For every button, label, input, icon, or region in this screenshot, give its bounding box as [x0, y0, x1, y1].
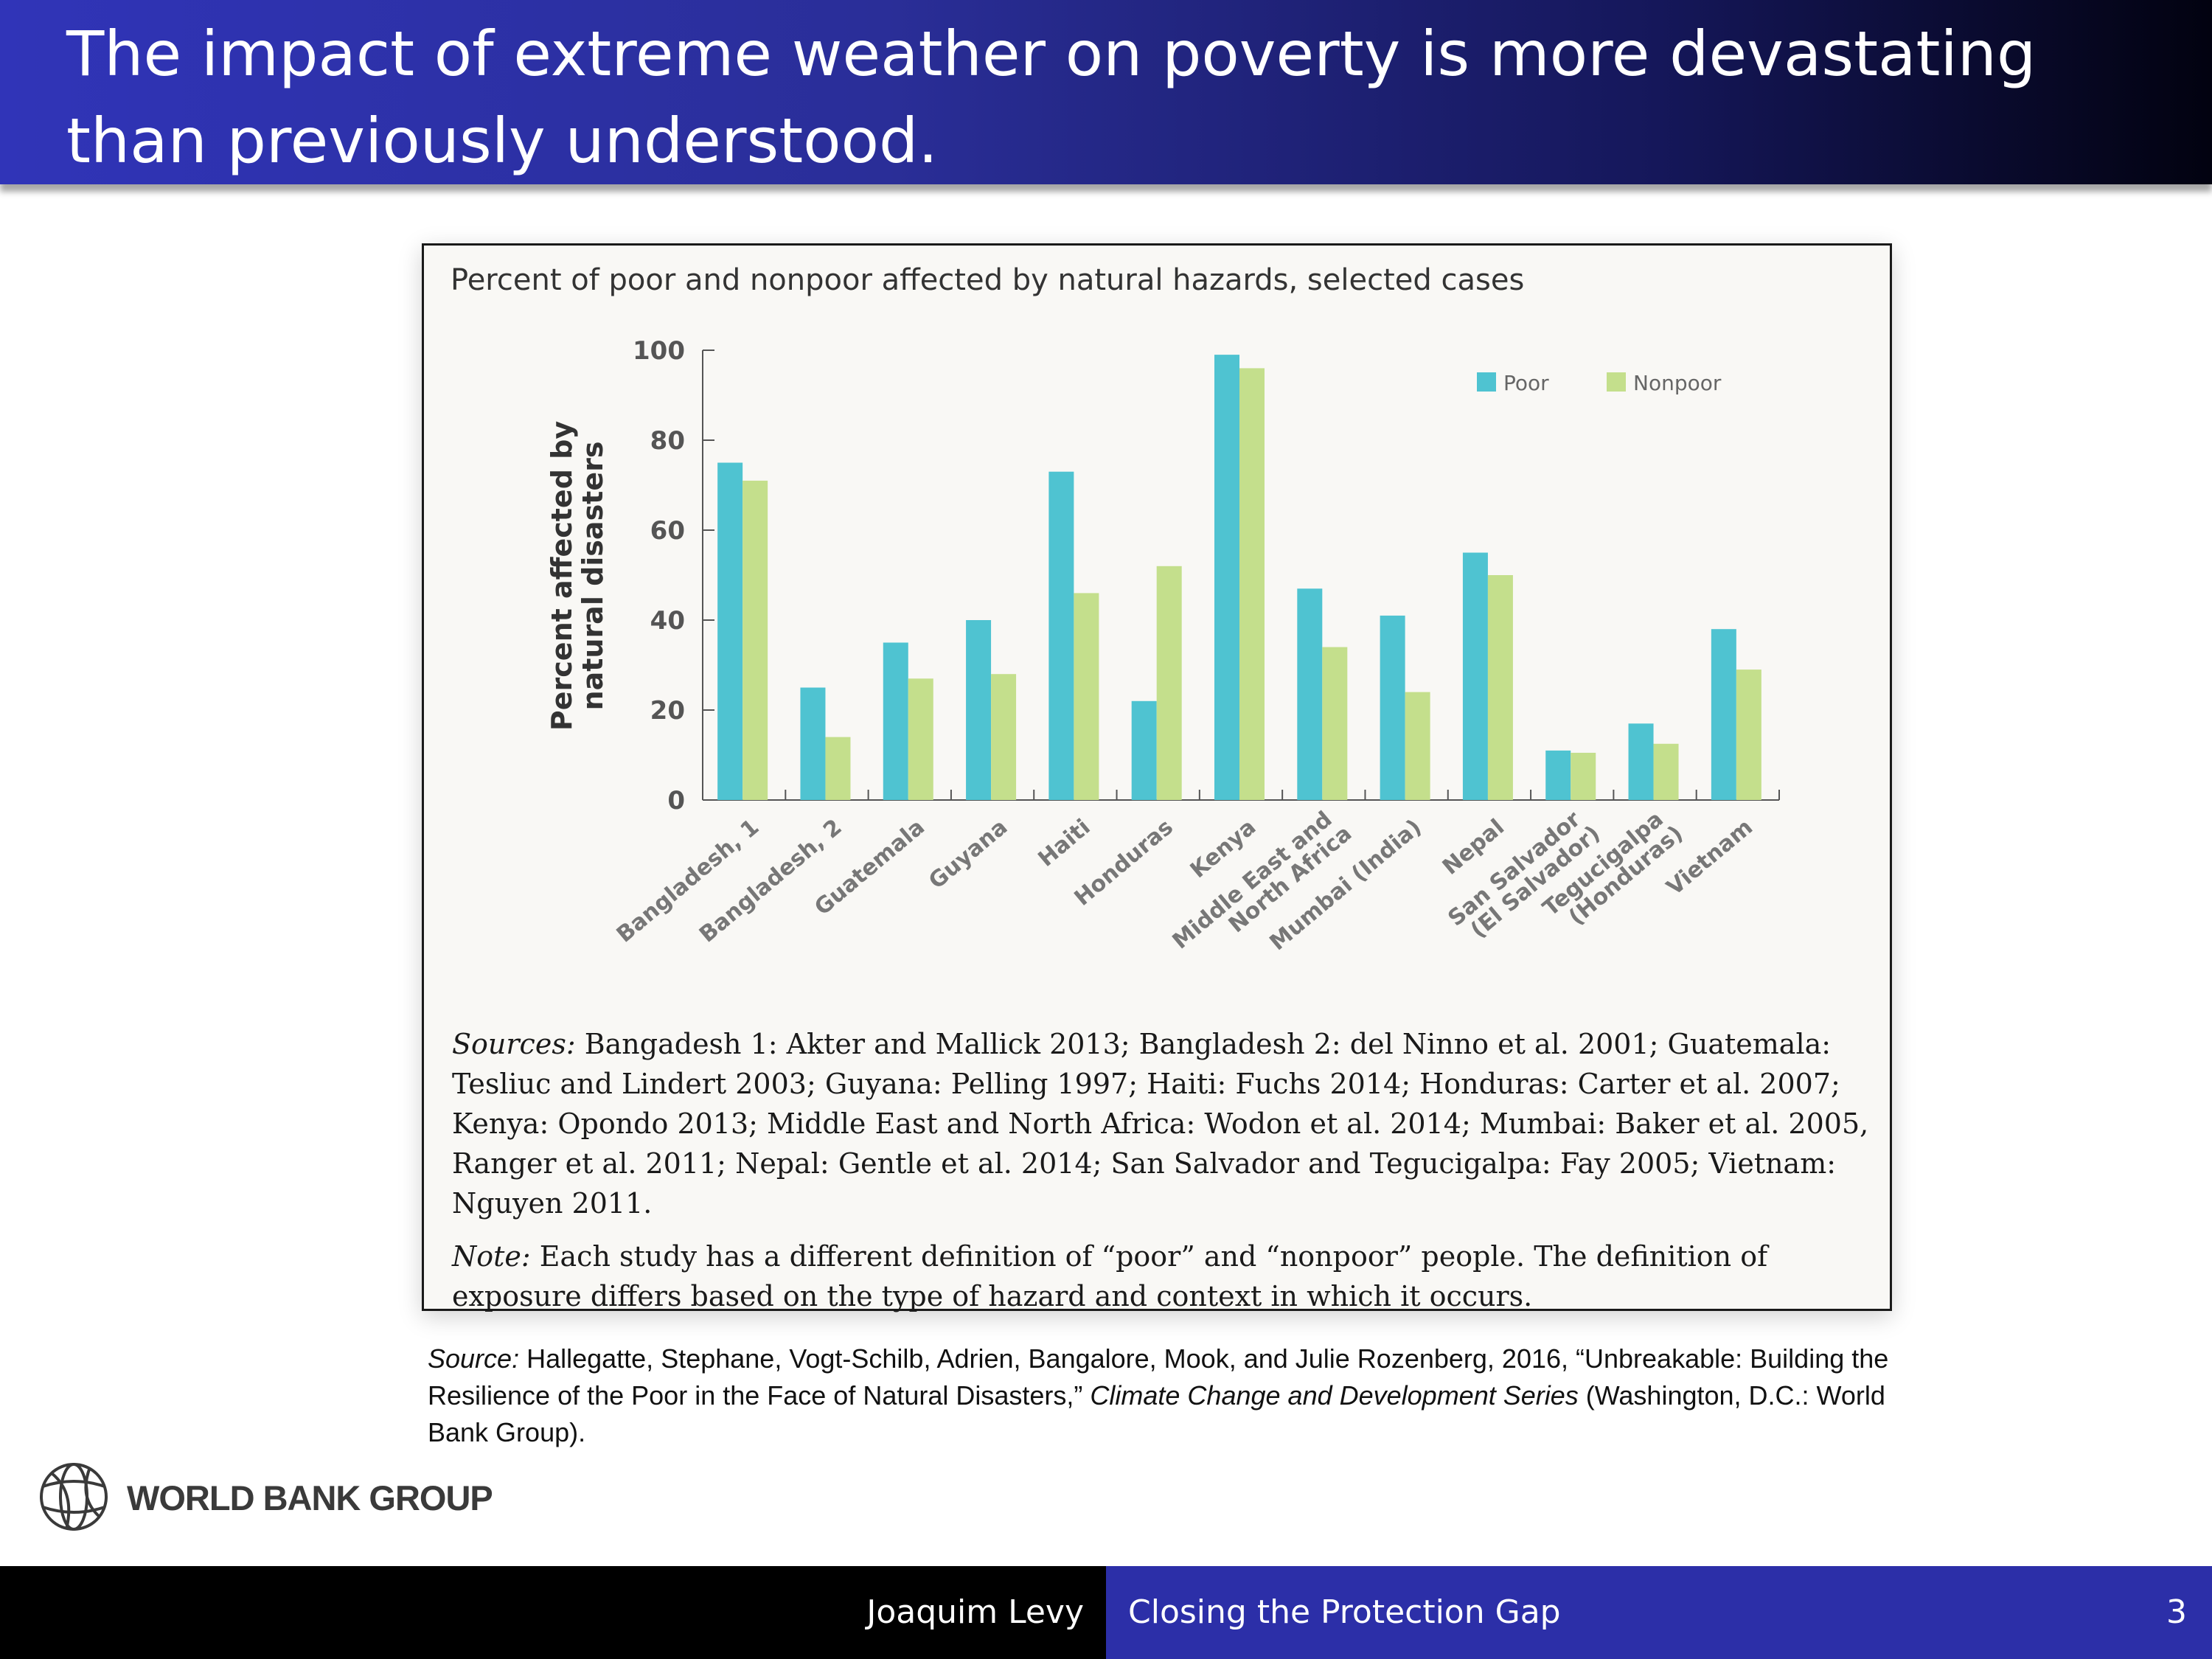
bar-poor-8: [1380, 615, 1405, 800]
bar-poor-3: [966, 620, 992, 800]
y-tick-label: 0: [667, 786, 685, 815]
y-axis-label-line-2: natural disasters: [577, 442, 609, 711]
logo-text: WORLD BANK GROUP: [127, 1478, 493, 1517]
y-tick-label: 80: [650, 426, 685, 456]
legend-swatch-nonpoor: [1607, 372, 1626, 392]
citation-text-1: Hallegatte, Stephane, Vogt-Schilb, Adrie…: [428, 1343, 1889, 1411]
x-tick-label-line: Guyana: [924, 814, 1012, 894]
bar-poor-1: [800, 687, 826, 800]
citation-text-2: (Washington, D.C.: World Bank Group).: [428, 1380, 1885, 1447]
page-number: 3: [2166, 1593, 2187, 1631]
x-tick-label-line: Bangladesh, 2: [695, 814, 847, 947]
footer-title-block: Closing the Protection Gap 3: [1106, 1566, 2212, 1659]
y-tick-label: 100: [633, 336, 685, 366]
bar-nonpoor-0: [742, 480, 768, 800]
bar-poor-6: [1214, 355, 1239, 801]
y-tick-label: 60: [650, 516, 685, 546]
y-tick-label: 40: [650, 606, 685, 636]
globe-icon: [40, 1463, 108, 1531]
bar-nonpoor-4: [1074, 593, 1099, 800]
legend-swatch-poor: [1477, 372, 1496, 392]
x-tick-label: Bangladesh, 1: [612, 814, 765, 947]
figure-notes: Sources: Bangadesh 1: Akter and Mallick …: [452, 1024, 1875, 1329]
citation-label: Source:: [428, 1343, 520, 1374]
chart-figure: Percent of poor and nonpoor affected by …: [422, 243, 1892, 1312]
bar-poor-4: [1048, 471, 1074, 800]
bar-nonpoor-6: [1239, 368, 1265, 800]
sources-paragraph: Sources: Bangadesh 1: Akter and Mallick …: [452, 1024, 1875, 1223]
x-tick-label-line: Haiti: [1034, 814, 1096, 872]
y-tick-label: 20: [650, 696, 685, 726]
footer: Joaquim Levy Closing the Protection Gap …: [0, 1566, 2212, 1659]
bar-nonpoor-7: [1322, 647, 1348, 800]
bar-nonpoor-3: [991, 674, 1017, 800]
x-tick-label: Haiti: [1034, 814, 1096, 872]
citation-series: Climate Change and Development Series: [1090, 1380, 1579, 1411]
world-bank-logo: WORLD BANK GROUP: [37, 1460, 553, 1534]
bar-nonpoor-5: [1156, 566, 1182, 800]
presenter-name: Joaquim Levy: [866, 1593, 1084, 1631]
bar-nonpoor-12: [1736, 669, 1761, 800]
note-label: Note:: [452, 1240, 531, 1273]
bar-poor-0: [717, 462, 743, 800]
bar-nonpoor-11: [1653, 743, 1679, 800]
bar-nonpoor-2: [908, 678, 933, 800]
note-text: Each study has a different definition of…: [452, 1240, 1768, 1312]
bar-nonpoor-9: [1487, 575, 1513, 800]
x-tick-label: Bangladesh, 2: [695, 814, 847, 947]
source-citation: Source: Hallegatte, Stephane, Vogt-Schil…: [428, 1340, 1902, 1451]
bar-poor-9: [1462, 552, 1488, 800]
chart-title: Percent of poor and nonpoor affected by …: [451, 263, 1524, 297]
legend-label-nonpoor: Nonpoor: [1633, 371, 1722, 395]
y-axis-label-line-1: Percent affected by: [546, 421, 578, 731]
sources-text: Bangadesh 1: Akter and Mallick 2013; Ban…: [452, 1028, 1869, 1220]
legend-label-poor: Poor: [1503, 371, 1549, 395]
bar-poor-10: [1545, 750, 1571, 800]
slide-title: The impact of extreme weather on poverty…: [66, 18, 2037, 177]
x-tick-label: Guyana: [924, 814, 1012, 894]
title-bar: The impact of extreme weather on poverty…: [0, 0, 2212, 184]
bar-poor-7: [1297, 588, 1323, 800]
bar-chart: Percent of poor and nonpoor affected by …: [451, 263, 1780, 956]
bar-poor-5: [1131, 700, 1157, 800]
sources-label: Sources:: [452, 1028, 576, 1060]
x-tick-label-line: Bangladesh, 1: [612, 814, 765, 947]
bar-poor-12: [1711, 629, 1736, 800]
bar-poor-11: [1628, 723, 1654, 800]
note-paragraph: Note: Each study has a different definit…: [452, 1237, 1875, 1316]
bar-nonpoor-8: [1405, 692, 1430, 800]
bar-poor-2: [883, 642, 908, 800]
bar-nonpoor-10: [1571, 752, 1596, 800]
talk-title: Closing the Protection Gap: [1128, 1593, 1561, 1631]
bar-nonpoor-1: [825, 737, 851, 800]
